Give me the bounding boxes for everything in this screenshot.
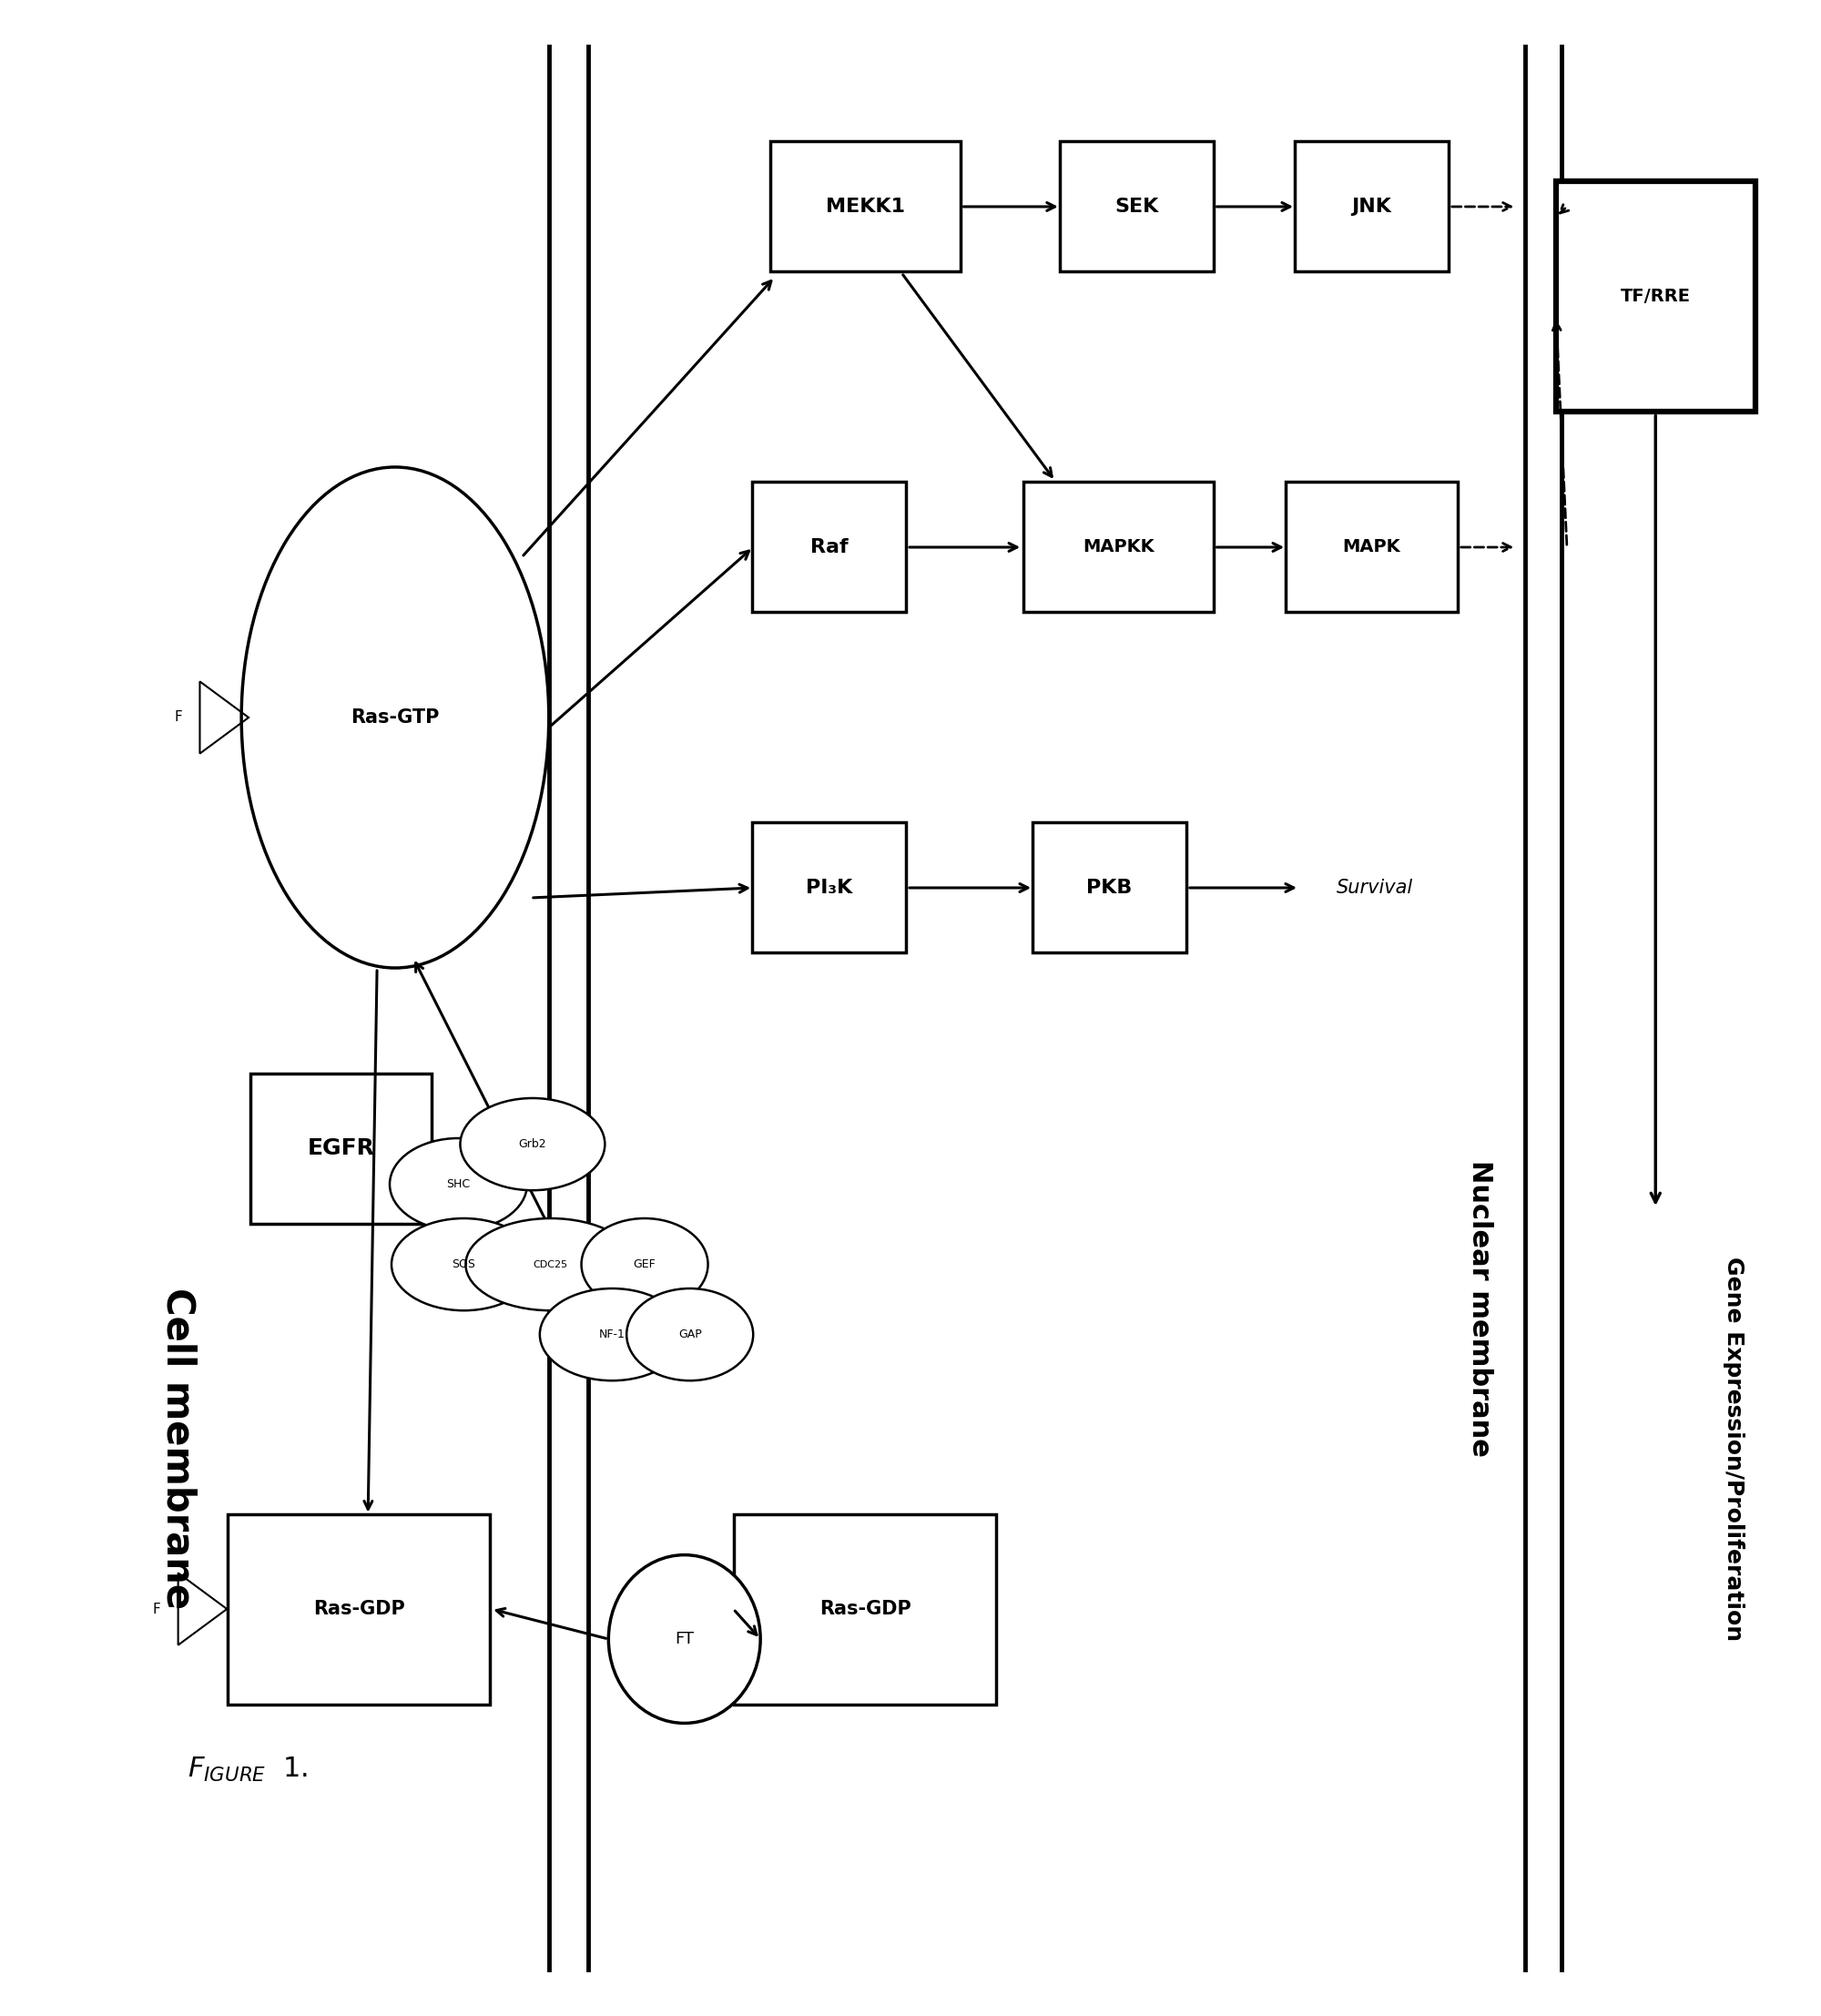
Text: TF/RRE: TF/RRE [1621,288,1690,306]
Text: SOS: SOS [452,1258,475,1270]
FancyBboxPatch shape [1557,181,1755,411]
Text: FT: FT [676,1631,694,1647]
Text: GAP: GAP [677,1329,701,1341]
Text: MAPKK: MAPKK [1083,538,1155,556]
Text: Ras-GTP: Ras-GTP [351,708,439,726]
FancyBboxPatch shape [1023,482,1213,613]
Ellipse shape [390,1139,526,1230]
Text: PKB: PKB [1087,879,1133,897]
Ellipse shape [242,468,548,968]
FancyBboxPatch shape [1295,141,1448,272]
Text: SEK: SEK [1114,198,1158,216]
Ellipse shape [461,1099,605,1189]
Text: Raf: Raf [810,538,849,556]
Text: Survival: Survival [1337,879,1413,897]
Text: Grb2: Grb2 [519,1139,546,1151]
FancyBboxPatch shape [770,141,960,272]
Text: SHC: SHC [446,1179,470,1189]
FancyBboxPatch shape [228,1514,490,1704]
Text: $\mathit{F_{IGURE}}$  1.: $\mathit{F_{IGURE}}$ 1. [188,1756,308,1784]
Text: GEF: GEF [634,1258,656,1270]
Ellipse shape [392,1218,535,1310]
Text: EGFR: EGFR [308,1137,375,1159]
FancyBboxPatch shape [734,1514,996,1704]
Text: Ras-GDP: Ras-GDP [313,1601,404,1619]
Ellipse shape [626,1288,754,1381]
Text: MEKK1: MEKK1 [825,198,905,216]
FancyBboxPatch shape [1060,141,1213,272]
Text: CDC25: CDC25 [534,1260,568,1268]
FancyBboxPatch shape [1033,823,1185,954]
Text: JNK: JNK [1351,198,1391,216]
Text: F: F [153,1603,160,1617]
Text: MAPK: MAPK [1342,538,1400,556]
Circle shape [608,1554,761,1724]
Text: Gene Expression/Proliferation: Gene Expression/Proliferation [1723,1256,1745,1641]
Text: PI₃K: PI₃K [807,879,852,897]
Ellipse shape [581,1218,708,1310]
FancyBboxPatch shape [1286,482,1457,613]
Ellipse shape [539,1288,685,1381]
FancyBboxPatch shape [251,1073,432,1224]
Text: F: F [175,712,182,724]
Ellipse shape [466,1218,636,1310]
Text: Nuclear membrane: Nuclear membrane [1468,1159,1493,1458]
Text: Cell membrane: Cell membrane [158,1288,197,1609]
Text: NF-1: NF-1 [599,1329,625,1341]
Text: Ras-GDP: Ras-GDP [819,1601,910,1619]
FancyBboxPatch shape [752,823,907,954]
FancyBboxPatch shape [752,482,907,613]
